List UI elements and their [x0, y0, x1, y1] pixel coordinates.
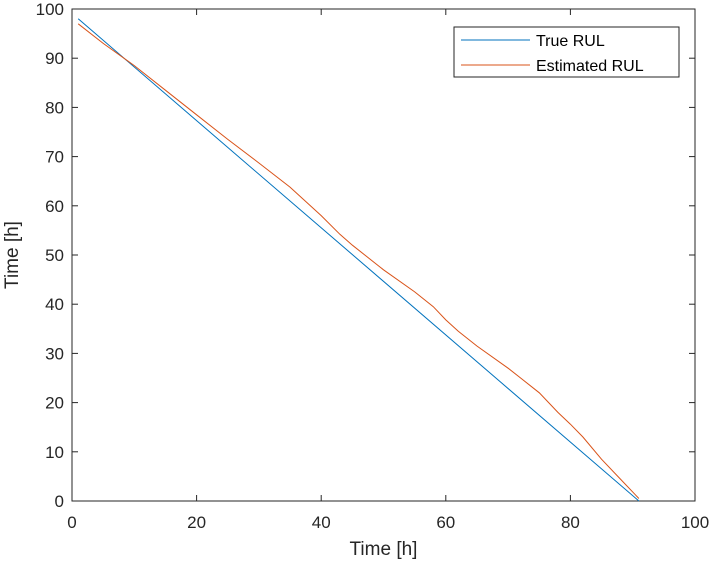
- y-tick-label: 40: [45, 295, 64, 314]
- x-axis-ticks: 0 20 40 60 80 100: [67, 9, 709, 532]
- plot-area: [71, 8, 696, 502]
- y-tick-label: 20: [45, 394, 64, 413]
- legend-label-estimated-rul: Estimated RUL: [536, 58, 644, 75]
- y-tick-label: 70: [45, 148, 64, 167]
- y-tick-label: 0: [55, 492, 64, 511]
- y-tick-label: 80: [45, 98, 64, 117]
- y-tick-label: 10: [45, 443, 64, 462]
- series-line-true-rul: [77, 18, 640, 502]
- x-tick-label: 20: [187, 513, 206, 532]
- y-tick-label: 100: [36, 0, 64, 19]
- x-tick-label: 100: [681, 513, 709, 532]
- legend-box: [453, 26, 680, 78]
- y-axis-ticks: 0 10 20 30 40 50 60 70 80 90 100: [36, 0, 695, 511]
- y-tick-label: 60: [45, 197, 64, 216]
- y-tick-label: 90: [45, 49, 64, 68]
- x-tick-label: 60: [436, 513, 455, 532]
- y-tick-label: 30: [45, 344, 64, 363]
- y-axis-label: Time [h]: [2, 221, 23, 289]
- x-tick-label: 40: [312, 513, 331, 532]
- legend: True RUL Estimated RUL: [453, 26, 680, 78]
- x-axis-label: Time [h]: [350, 539, 418, 560]
- x-tick-label: 0: [67, 513, 76, 532]
- legend-label-true-rul: True RUL: [536, 33, 605, 50]
- y-tick-label: 50: [45, 246, 64, 265]
- series-line-estimated-rul: [77, 23, 640, 499]
- series-layer: [77, 18, 640, 502]
- x-tick-label: 80: [561, 513, 580, 532]
